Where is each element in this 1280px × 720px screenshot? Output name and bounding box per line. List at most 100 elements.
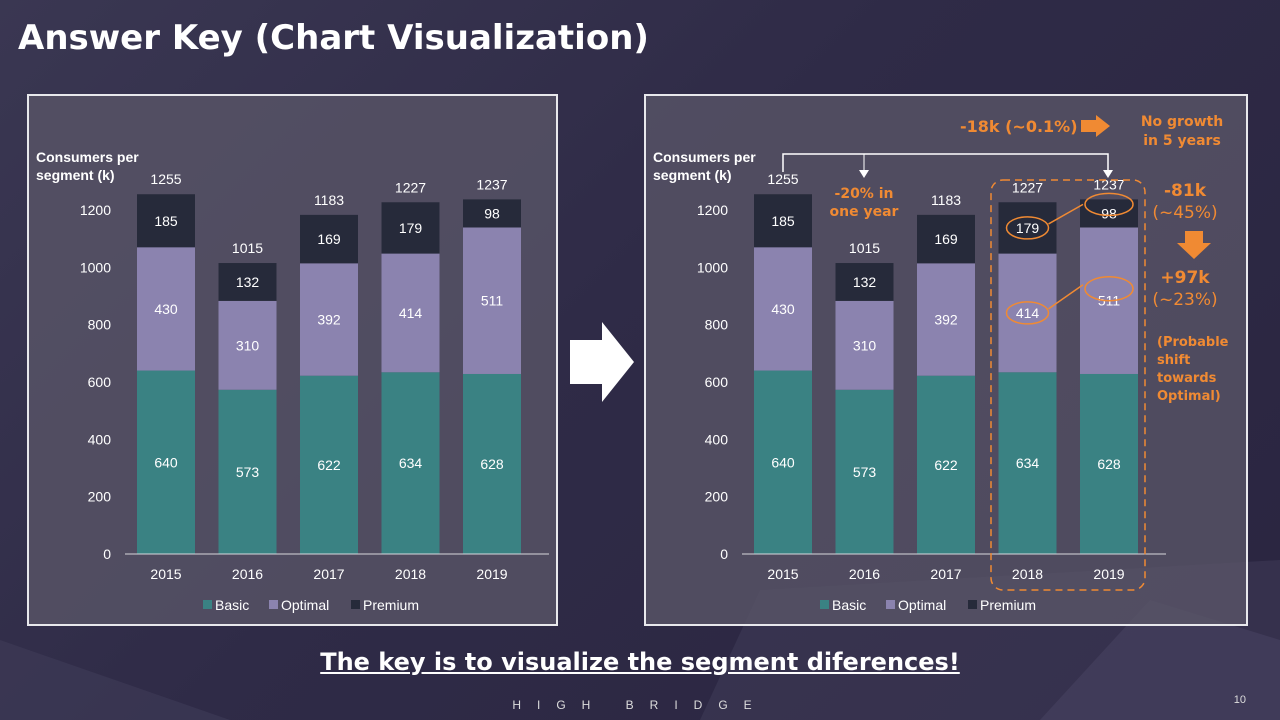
bar-segment-optimal <box>754 247 812 371</box>
annotation-total-change: -18k (~0.1%) <box>960 117 1078 136</box>
bracket-line <box>782 153 1109 172</box>
legend-swatch-optimal <box>886 600 895 609</box>
legend-swatch-premium <box>351 600 360 609</box>
bar-segment-premium <box>218 263 277 301</box>
y-tick-label: 1200 <box>80 202 111 218</box>
highlight-circle <box>1005 216 1050 240</box>
data-label-optimal: 430 <box>771 301 795 317</box>
annotation-optimal-change-pct: (~23%) <box>1152 290 1218 310</box>
legend-label-optimal: Optimal <box>281 597 329 613</box>
legend-label-premium: Premium <box>980 597 1036 613</box>
chart-left: Consumers per segment (k) 0 200 400 600 800 100… <box>36 149 549 613</box>
bar-segment-premium <box>463 199 521 228</box>
total-label: 1183 <box>314 192 344 208</box>
legend-label-optimal: Optimal <box>898 597 946 613</box>
data-label-optimal: 310 <box>853 337 877 353</box>
annotation-shift-line2: shift <box>1157 353 1191 368</box>
highlight-connector <box>1048 203 1084 225</box>
y-tick-label: 200 <box>88 489 112 505</box>
bar-segment-optimal <box>218 300 277 390</box>
data-label-basic: 622 <box>934 457 958 473</box>
y-axis-label-line: segment (k) <box>653 167 732 183</box>
chart-right: Consumers per segment (k) 0 200 400 600 800 100… <box>653 149 1166 613</box>
bar-segment-premium <box>917 214 975 264</box>
data-label-optimal: 414 <box>399 305 423 321</box>
x-tick-label: 2017 <box>930 566 961 582</box>
bracket-arrowhead <box>859 170 869 178</box>
total-label: 1237 <box>1093 176 1124 192</box>
data-label-premium: 179 <box>399 220 423 236</box>
bar-segment-premium <box>1080 199 1138 228</box>
bar-segment-basic <box>998 372 1057 554</box>
x-tick-label: 2017 <box>313 566 344 582</box>
x-tick-label: 2015 <box>150 566 181 582</box>
data-label-basic: 634 <box>399 455 423 471</box>
page-title: Answer Key (Chart Visualization) <box>18 18 649 58</box>
legend-swatch-optimal <box>269 600 278 609</box>
highlight-circle <box>1084 275 1134 302</box>
x-tick-label: 2016 <box>232 566 263 582</box>
data-label-premium: 98 <box>484 205 500 221</box>
y-tick-label: 200 <box>705 489 729 505</box>
data-label-basic: 573 <box>853 464 877 480</box>
data-label-optimal: 511 <box>481 293 504 309</box>
data-label-optimal: 310 <box>236 337 260 353</box>
bar-segment-premium <box>137 194 195 248</box>
annotation-drop-line1: -20% in <box>834 186 894 202</box>
data-label-basic: 628 <box>1097 456 1121 472</box>
bar-segment-basic <box>1080 373 1138 554</box>
bar-segment-premium <box>754 194 812 248</box>
bar-segment-basic <box>137 370 195 554</box>
y-axis-label: Consumers per segment (k) <box>36 149 139 183</box>
bar-segment-premium <box>998 202 1057 254</box>
total-label: 1237 <box>476 176 507 192</box>
legend-label-basic: Basic <box>215 597 249 613</box>
total-label: 1015 <box>849 240 880 256</box>
annotation-optimal-change: +97k (~23%) <box>1150 267 1220 311</box>
y-tick-label: 600 <box>705 374 729 390</box>
annotation-shift-line3: towards <box>1157 371 1217 386</box>
y-tick-label: 600 <box>88 374 112 390</box>
data-label-premium: 169 <box>317 231 341 247</box>
annotation-shift-note: (Probable shift towards Optimal) <box>1157 334 1228 406</box>
data-label-premium: 169 <box>934 231 958 247</box>
y-tick-label: 400 <box>88 431 112 447</box>
data-label-premium: 185 <box>154 213 178 229</box>
bar-segment-optimal <box>998 253 1057 373</box>
highlight-circle <box>1084 192 1134 217</box>
total-label: 1227 <box>395 179 426 195</box>
bar-segment-premium <box>381 202 440 254</box>
arrow-right-icon <box>570 322 634 402</box>
highlight-circle <box>1005 301 1050 325</box>
data-label-premium: 132 <box>236 274 260 290</box>
y-tick-label: 0 <box>720 546 728 562</box>
data-label-basic: 640 <box>154 454 178 470</box>
legend-swatch-premium <box>968 600 977 609</box>
y-tick-label: 800 <box>88 317 112 333</box>
data-label-premium: 185 <box>771 213 795 229</box>
bar-segment-premium <box>835 263 894 301</box>
bar-segment-optimal <box>137 247 195 371</box>
annotation-no-growth-line2: in 5 years <box>1143 133 1221 149</box>
footer-message: The key is to visualize the segment dife… <box>320 648 960 676</box>
x-tick-label: 2015 <box>767 566 798 582</box>
brand-name: HIGH BRIDGE <box>512 698 768 712</box>
total-label: 1183 <box>931 192 961 208</box>
y-tick-label: 1000 <box>697 259 728 275</box>
data-label-basic: 634 <box>1016 455 1040 471</box>
total-label: 1255 <box>767 171 798 187</box>
bar-segment-basic <box>381 372 440 554</box>
annotation-shift-line1: (Probable <box>1157 335 1229 350</box>
y-tick-label: 1000 <box>80 259 111 275</box>
data-label-premium: 132 <box>853 274 877 290</box>
x-tick-label: 2019 <box>476 566 507 582</box>
y-axis-label-line: Consumers per <box>36 149 139 165</box>
legend-label-basic: Basic <box>832 597 866 613</box>
y-tick-label: 400 <box>705 431 729 447</box>
x-tick-label: 2016 <box>849 566 880 582</box>
bar-segment-optimal <box>381 253 440 373</box>
bar-segment-optimal <box>463 227 521 374</box>
data-label-optimal: 392 <box>934 312 958 328</box>
annotation-shift-line4: Optimal) <box>1157 389 1221 404</box>
data-label-basic: 628 <box>480 456 504 472</box>
